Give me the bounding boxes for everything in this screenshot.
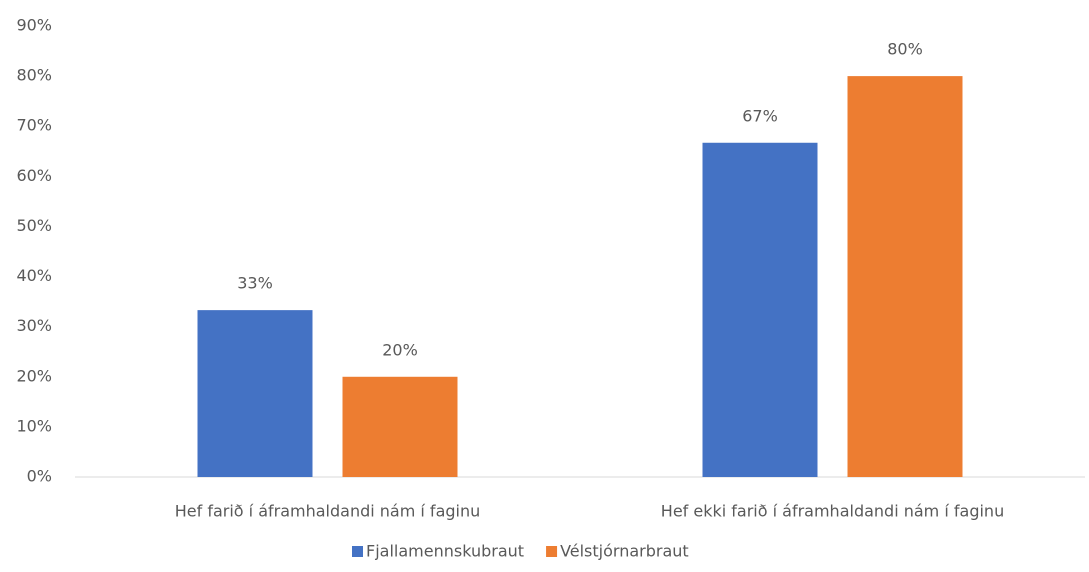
x-tick-label: Hef farið í áframhaldandi nám í faginu <box>175 502 481 521</box>
y-tick-label: 10% <box>16 416 52 435</box>
y-tick-label: 40% <box>16 266 52 285</box>
y-tick-label: 70% <box>16 116 52 135</box>
legend-label: Vélstjórnarbraut <box>560 542 689 561</box>
x-tick-label: Hef ekki farið í áframhaldandi nám í fag… <box>661 502 1004 521</box>
y-tick-label: 80% <box>16 66 52 85</box>
bar <box>702 142 818 477</box>
y-tick-label: 0% <box>27 467 52 486</box>
bar <box>847 76 963 477</box>
bar <box>197 310 313 477</box>
legend-swatch <box>546 546 558 557</box>
data-label: 80% <box>887 40 923 59</box>
y-tick-label: 60% <box>16 166 52 185</box>
legend-label: Fjallamennskubraut <box>366 542 524 561</box>
y-tick-label: 90% <box>16 16 52 35</box>
y-tick-label: 30% <box>16 316 52 335</box>
data-label: 33% <box>237 274 273 293</box>
data-label: 67% <box>742 106 778 125</box>
legend-swatch <box>352 546 363 557</box>
y-tick-label: 50% <box>16 216 52 235</box>
y-tick-label: 20% <box>16 366 52 385</box>
data-label: 20% <box>382 340 418 359</box>
bar <box>342 376 458 477</box>
